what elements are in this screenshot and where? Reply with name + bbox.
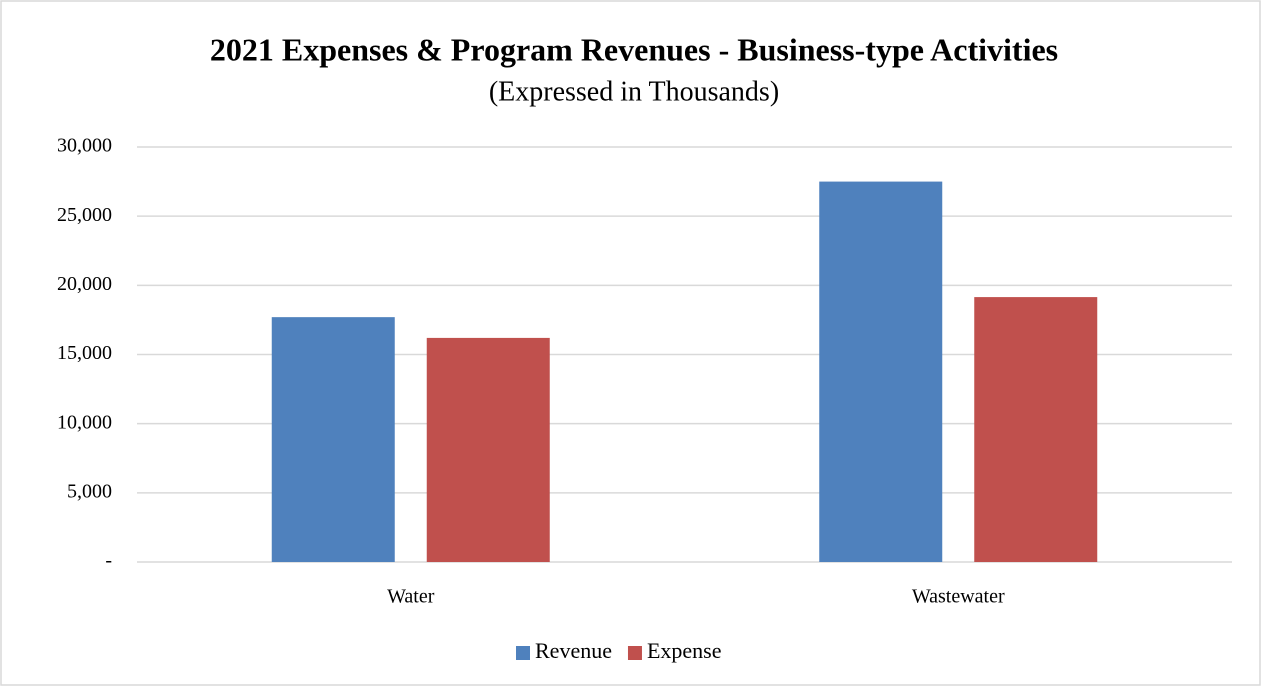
y-tick-label: 20,000	[57, 273, 112, 295]
legend-swatch	[627, 646, 642, 660]
y-tick-label: 15,000	[57, 342, 112, 364]
y-tick-label: -	[105, 550, 112, 572]
bar	[819, 181, 943, 563]
bar	[426, 337, 550, 562]
chart-title: 2021 Expenses & Program Revenues - Busin…	[210, 31, 1058, 67]
legend-label: Expense	[647, 638, 722, 663]
bar	[974, 297, 1098, 562]
x-tick-label: Water	[387, 586, 435, 608]
y-tick-label: 10,000	[57, 411, 112, 433]
legend-label: Revenue	[535, 638, 612, 663]
legend-swatch	[516, 646, 530, 660]
y-tick-label: 5,000	[67, 480, 112, 502]
y-tick-label: 25,000	[57, 204, 112, 226]
chart-subtitle: (Expressed in Thousands)	[489, 76, 779, 107]
y-tick-label: 30,000	[57, 135, 112, 157]
bar	[271, 317, 395, 562]
x-tick-label: Wastewater	[912, 586, 1005, 608]
